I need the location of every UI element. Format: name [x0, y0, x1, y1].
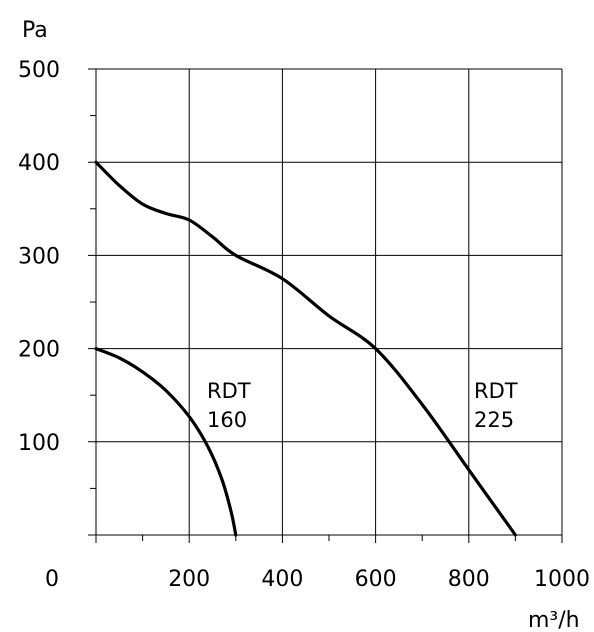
y-tick-label: 200	[18, 338, 60, 363]
series-line-rdt-160	[94, 347, 238, 537]
curves	[94, 160, 517, 537]
y-tick-label: 100	[18, 431, 60, 456]
y-tick-label: 500	[18, 58, 60, 83]
series-label: 225	[474, 408, 514, 432]
x-tick-label: 1000	[534, 567, 590, 592]
x-tick-label: 0	[45, 567, 59, 592]
minor-ticks	[90, 115, 516, 541]
x-tick-label: 200	[168, 567, 210, 592]
series-label: RDT	[207, 379, 251, 403]
y-tick-label: 300	[18, 244, 60, 269]
x-tick-label: 400	[261, 567, 303, 592]
series-line-rdt-225	[94, 160, 517, 537]
labels: Pa m³/h 0 200 400 600 800 1000 100 200 300 400 500…	[18, 18, 590, 632]
x-tick-label: 800	[448, 567, 490, 592]
grid	[88, 68, 563, 543]
series-label: RDT	[474, 379, 518, 403]
y-tick-label: 400	[18, 151, 60, 176]
series-label: 160	[207, 408, 247, 432]
y-axis-unit: Pa	[22, 18, 48, 43]
x-tick-label: 600	[355, 567, 397, 592]
x-axis-unit: m³/h	[528, 608, 580, 632]
